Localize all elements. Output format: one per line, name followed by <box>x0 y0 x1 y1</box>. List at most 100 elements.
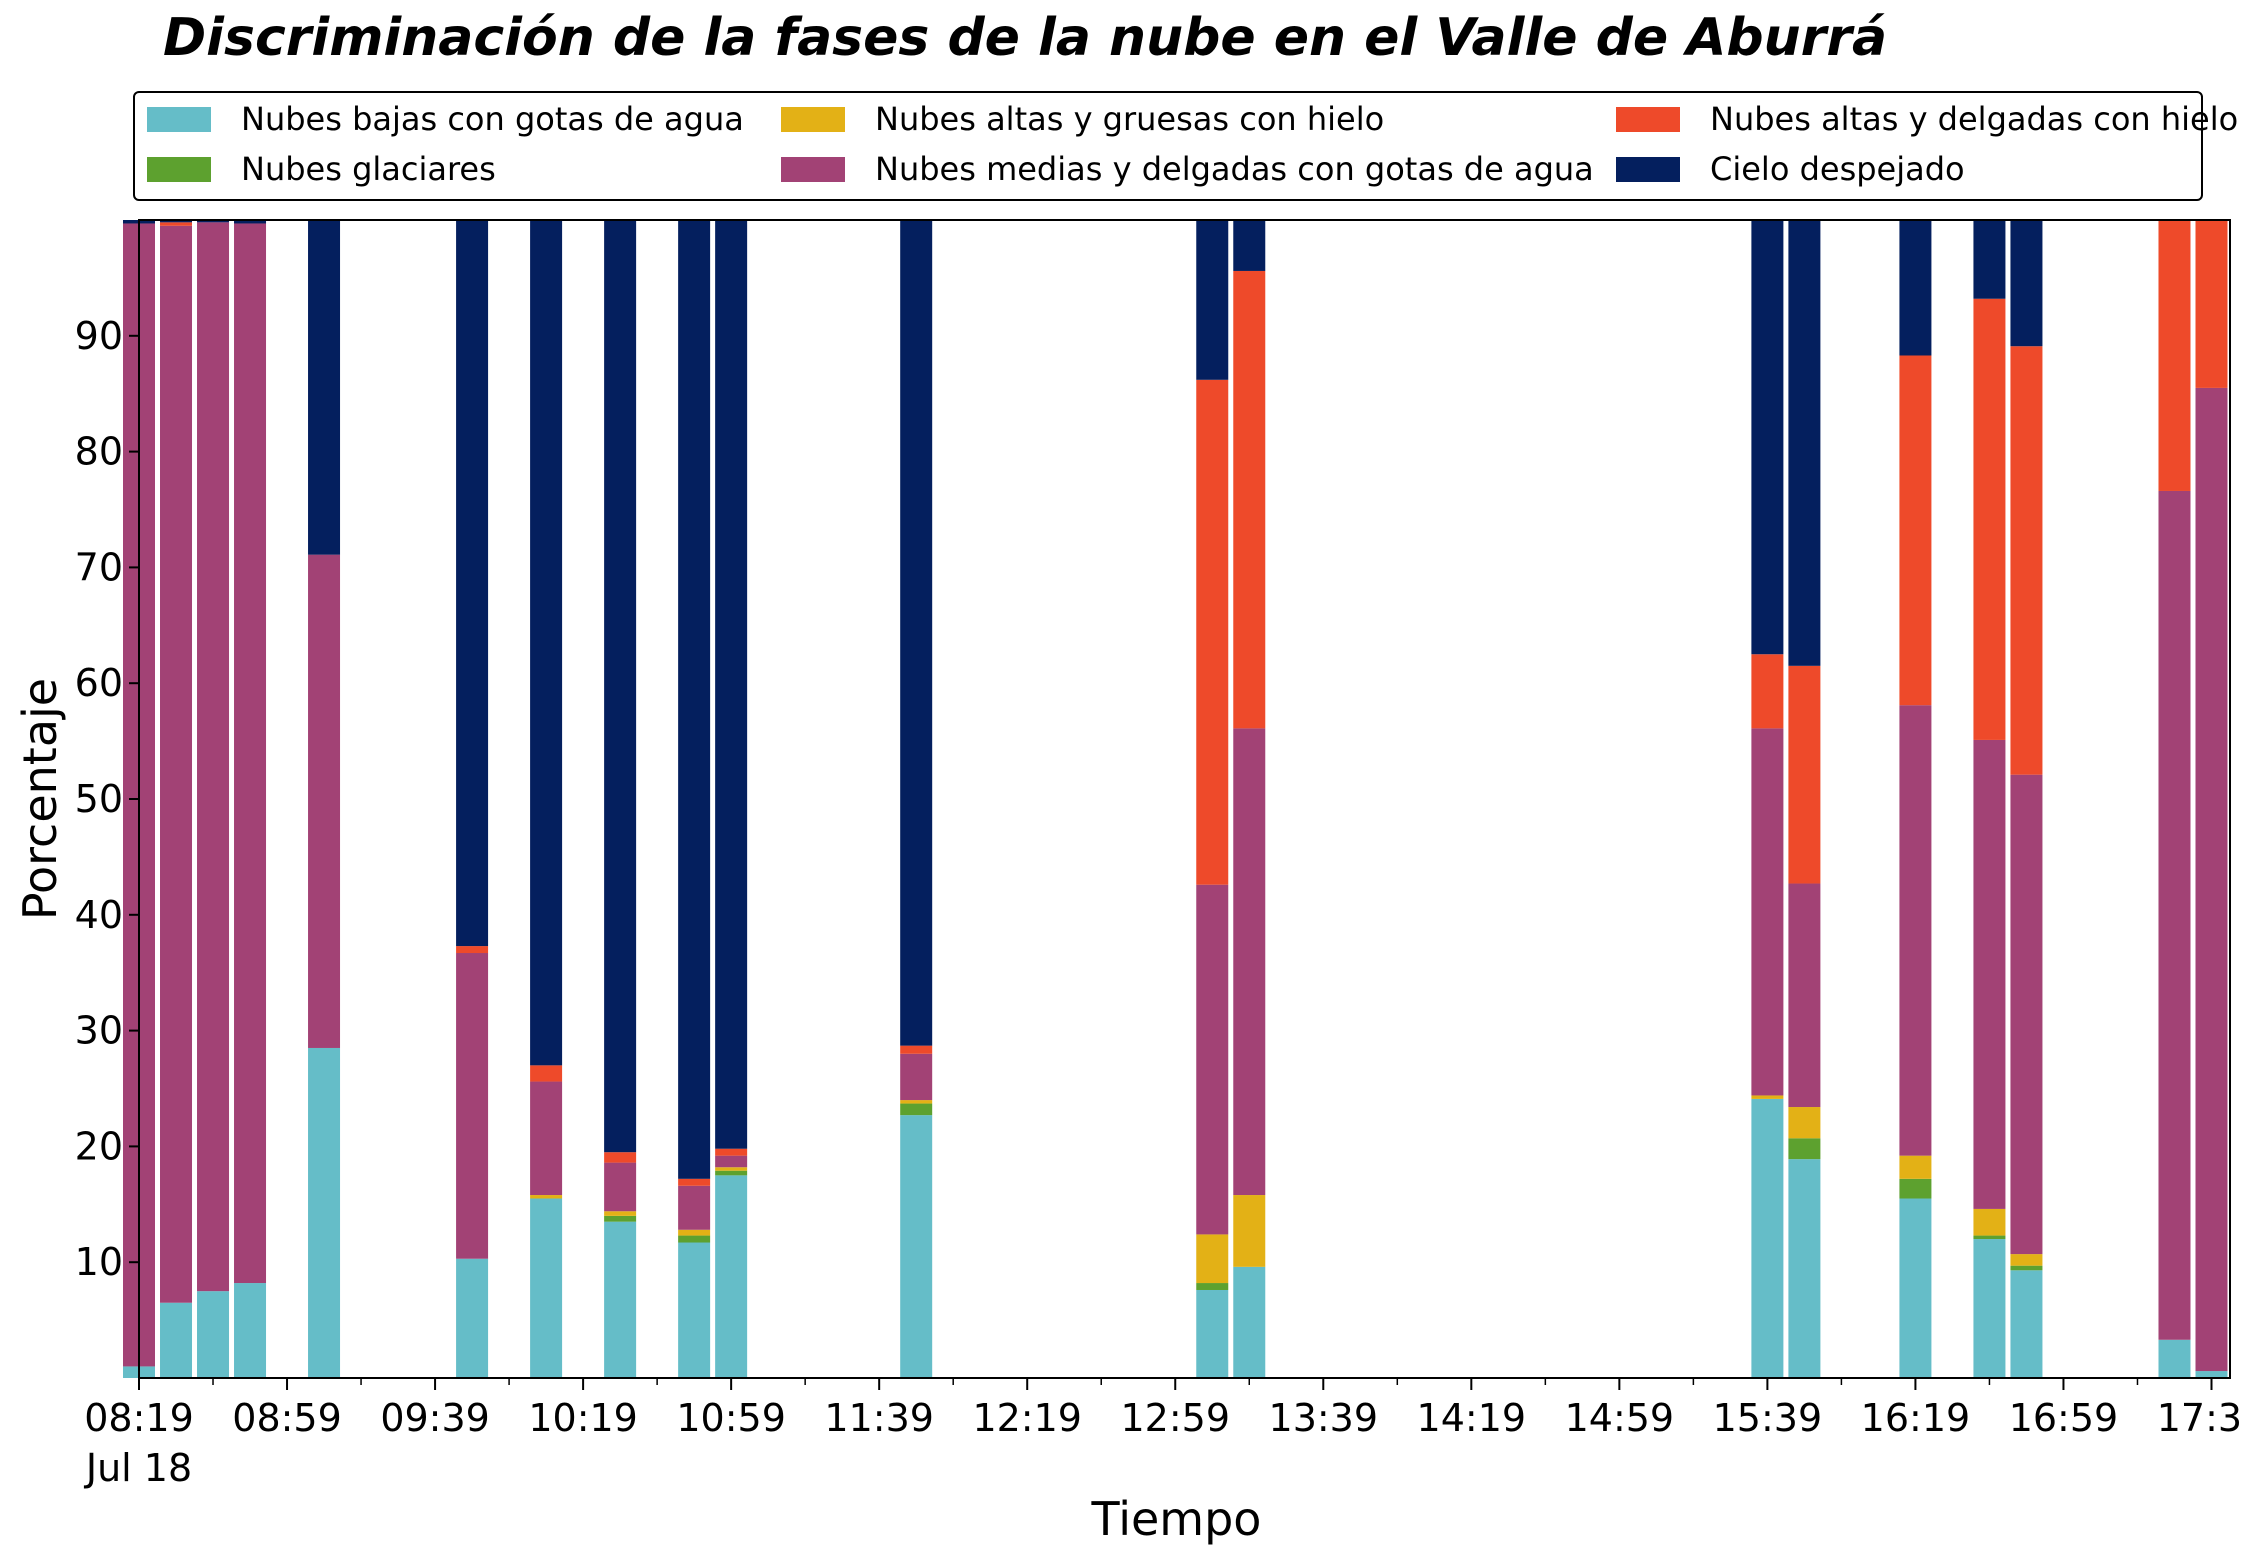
x-tick-label: 11:39 <box>824 1396 934 1440</box>
bar-segment <box>1233 728 1266 1196</box>
bar-segment <box>678 220 711 1179</box>
bar-segment <box>604 1221 637 1378</box>
chart-title: Discriminación de la fases de la nube en… <box>163 8 1888 68</box>
bar-segment <box>1196 1289 1229 1378</box>
bar-segment <box>1973 298 2006 740</box>
bar-segment <box>678 1229 711 1236</box>
bar-segment <box>308 220 341 555</box>
legend: Nubes bajas con gotas de agua Nubes glaci… <box>133 91 2238 201</box>
x-tick-label: 08:59 <box>232 1396 342 1440</box>
bar-segment <box>1233 1266 1266 1378</box>
bar-segment <box>456 1258 489 1378</box>
y-tick-label: 40 <box>75 893 123 937</box>
bar-segment <box>1788 1107 1821 1139</box>
bar-segment <box>160 220 193 223</box>
bar-segment <box>1751 1095 1784 1099</box>
bar-segment <box>1788 1138 1821 1160</box>
bar-segment <box>1899 705 1932 1156</box>
bar-segment <box>2158 490 2191 1340</box>
x-date-label: Jul 18 <box>84 1446 192 1490</box>
bar-segment <box>530 1195 563 1199</box>
bar-segment <box>900 1100 933 1104</box>
bar-segment <box>2010 1265 2043 1271</box>
bar-segment <box>197 222 230 1292</box>
bar-segment <box>1751 728 1784 1096</box>
bar-segment <box>1899 355 1932 706</box>
x-tick-label: 12:19 <box>972 1396 1082 1440</box>
y-tick-label: 30 <box>75 1009 123 1053</box>
bar-segment <box>715 220 748 1149</box>
bar-segment <box>678 1185 711 1230</box>
bar-segment <box>900 220 933 1046</box>
bar-segment <box>1973 220 2006 299</box>
bar-segment <box>2010 346 2043 775</box>
legend-label: Cielo despejado <box>1710 150 1965 188</box>
bar-segment <box>1788 1159 1821 1378</box>
legend-label: Nubes medias y delgadas con gotas de agu… <box>875 150 1594 188</box>
legend-swatch <box>147 156 211 182</box>
y-tick-label: 20 <box>75 1124 123 1168</box>
x-tick-label: 13:39 <box>1269 1396 1379 1440</box>
bar-segment <box>1973 739 2006 1209</box>
bar-segment <box>197 1291 230 1378</box>
y-tick-label: 10 <box>75 1240 123 1284</box>
bar-segment <box>715 1170 748 1176</box>
bar-segment <box>2195 1371 2228 1378</box>
bar-segment <box>678 1178 711 1186</box>
legend-label: Nubes bajas con gotas de agua <box>241 100 744 138</box>
bar-segment <box>1899 220 1932 356</box>
bar-segment <box>2010 1254 2043 1266</box>
legend-swatch <box>781 106 845 132</box>
x-tick-label: 12:59 <box>1120 1396 1230 1440</box>
bar-segment <box>1973 1239 2006 1378</box>
bar-segment <box>678 1235 711 1243</box>
bar-segment <box>1788 665 1821 884</box>
bar-segment <box>1788 883 1821 1108</box>
bar-segment <box>715 1175 748 1378</box>
bar-segment <box>900 1115 933 1378</box>
legend-item: Cielo despejado <box>1616 150 1965 188</box>
bar-segment <box>160 1302 193 1378</box>
bar-segment <box>530 220 563 1066</box>
bar-segment <box>234 220 267 224</box>
bar-segment <box>1196 1283 1229 1290</box>
bar-segment <box>308 554 341 1048</box>
bar-segment <box>900 1103 933 1116</box>
bar-segment <box>2158 1339 2191 1378</box>
legend-item: Nubes altas y delgadas con hielo <box>1616 100 2238 138</box>
bar-segment <box>1233 220 1266 271</box>
x-tick-label: 14:19 <box>1417 1396 1527 1440</box>
bar-segment <box>604 220 637 1153</box>
x-tick-label: 15:39 <box>1713 1396 1823 1440</box>
bar-segment <box>1751 1098 1784 1378</box>
bar-segment <box>1196 1234 1229 1284</box>
legend-swatch <box>1616 156 1680 182</box>
bar-segment <box>604 1211 637 1216</box>
bar-segment <box>530 1081 563 1196</box>
x-tick-label: 09:39 <box>380 1396 490 1440</box>
bar-segment <box>1196 220 1229 380</box>
bar-segment <box>160 225 193 1303</box>
bar-segment <box>197 220 230 223</box>
bar-segment <box>530 1198 563 1378</box>
bar-segment <box>308 1047 341 1378</box>
bar-segment <box>456 946 489 954</box>
bar-segment <box>1196 379 1229 885</box>
bar-segment <box>900 1053 933 1101</box>
legend-label: Nubes glaciares <box>241 150 496 188</box>
x-axis-label: Tiempo <box>1091 1492 1262 1546</box>
legend-swatch <box>1616 106 1680 132</box>
bar-segment <box>715 1148 748 1156</box>
y-tick-label: 60 <box>75 661 123 705</box>
y-tick-label: 80 <box>75 430 123 474</box>
x-tick-label: 10:59 <box>676 1396 786 1440</box>
y-tick-label: 90 <box>75 314 123 358</box>
bar-segment <box>1233 270 1266 729</box>
x-tick-label: 17:39 <box>2157 1396 2244 1440</box>
bar-segment <box>678 1242 711 1378</box>
bar-segment <box>1788 220 1821 666</box>
x-tick-label: 14:59 <box>1565 1396 1675 1440</box>
x-tick-label: 08:19 <box>84 1396 194 1440</box>
bar-segment <box>1899 1198 1932 1378</box>
